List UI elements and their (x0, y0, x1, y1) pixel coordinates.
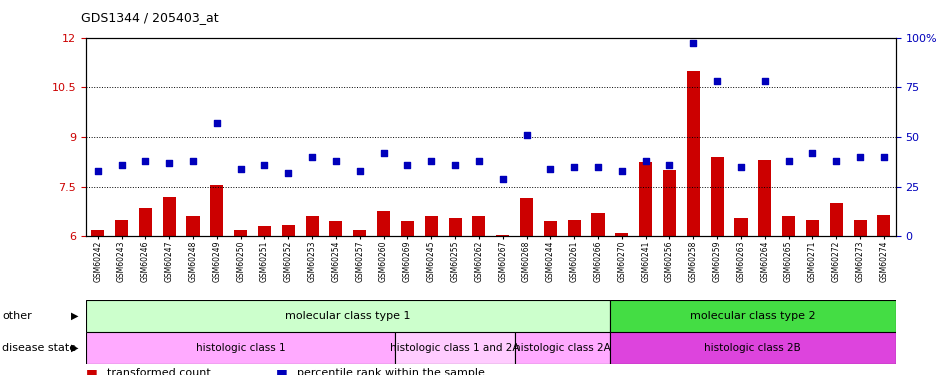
Point (304, 154, 319, 160)
Point (351, 168, 367, 174)
Bar (520, 198, 532, 236)
Bar (615, 233, 627, 236)
Point (280, 170, 295, 176)
Text: ▶: ▶ (70, 311, 78, 321)
Point (327, 158, 343, 164)
Point (137, 158, 152, 164)
Bar (609, 300, 895, 332)
Bar (514, 332, 609, 364)
Bar (877, 215, 889, 236)
Point (423, 158, 438, 164)
Text: disease state: disease state (2, 343, 76, 353)
Point (661, 162, 676, 168)
Point (185, 158, 200, 164)
Bar (163, 196, 175, 236)
Point (518, 132, 533, 138)
Point (113, 162, 129, 168)
Bar (591, 213, 604, 236)
Point (589, 164, 605, 170)
Point (565, 164, 581, 170)
Text: histologic class 1: histologic class 1 (195, 343, 286, 353)
Point (470, 158, 486, 164)
Bar (853, 220, 865, 236)
Point (494, 176, 509, 181)
Bar (306, 216, 318, 236)
Bar (282, 225, 294, 236)
Point (446, 162, 462, 168)
Point (613, 168, 628, 174)
Text: molecular class type 1: molecular class type 1 (285, 311, 410, 321)
Point (803, 150, 819, 156)
Text: ■: ■ (86, 368, 97, 375)
Text: histologic class 2B: histologic class 2B (704, 343, 801, 353)
Point (89, 168, 105, 174)
Point (875, 154, 890, 160)
Point (684, 40, 700, 46)
Text: histologic class 2A: histologic class 2A (513, 343, 610, 353)
Bar (758, 160, 770, 236)
Point (232, 166, 248, 172)
Bar (805, 220, 818, 236)
Bar (329, 221, 342, 236)
Bar (544, 221, 556, 236)
Point (732, 164, 747, 170)
Text: ▶: ▶ (70, 343, 78, 353)
Point (851, 154, 866, 160)
Point (399, 162, 414, 168)
Point (827, 158, 843, 164)
Bar (139, 208, 151, 236)
Bar (258, 226, 270, 236)
Bar (496, 235, 508, 236)
Text: percentile rank within the sample: percentile rank within the sample (297, 368, 485, 375)
Bar (639, 162, 651, 236)
Text: ■: ■ (276, 368, 288, 375)
Point (542, 166, 557, 172)
Bar (210, 185, 223, 236)
Bar (395, 332, 514, 364)
Point (256, 162, 271, 168)
Point (161, 160, 176, 166)
Point (375, 150, 390, 156)
Bar (86, 332, 395, 364)
Bar (234, 230, 247, 236)
Bar (401, 221, 413, 236)
Bar (187, 216, 199, 236)
Bar (663, 170, 675, 236)
Point (708, 78, 724, 84)
Bar (91, 230, 104, 236)
Bar (86, 300, 609, 332)
Bar (829, 203, 842, 236)
Text: other: other (2, 311, 31, 321)
Bar (734, 218, 746, 236)
Bar (782, 216, 794, 236)
Bar (472, 216, 485, 236)
Bar (377, 211, 389, 236)
Point (208, 120, 224, 126)
Point (780, 158, 795, 164)
Point (637, 158, 652, 164)
Bar (567, 220, 580, 236)
Bar (448, 218, 461, 236)
Text: histologic class 1 and 2A: histologic class 1 and 2A (390, 343, 519, 353)
Text: transformed count: transformed count (107, 368, 210, 375)
Bar (686, 70, 699, 236)
Bar (425, 216, 437, 236)
Point (756, 78, 771, 84)
Text: GDS1344 / 205403_at: GDS1344 / 205403_at (81, 11, 218, 24)
Bar (710, 157, 723, 236)
Bar (609, 332, 895, 364)
Text: molecular class type 2: molecular class type 2 (689, 311, 815, 321)
Bar (115, 220, 128, 236)
Bar (353, 230, 366, 236)
